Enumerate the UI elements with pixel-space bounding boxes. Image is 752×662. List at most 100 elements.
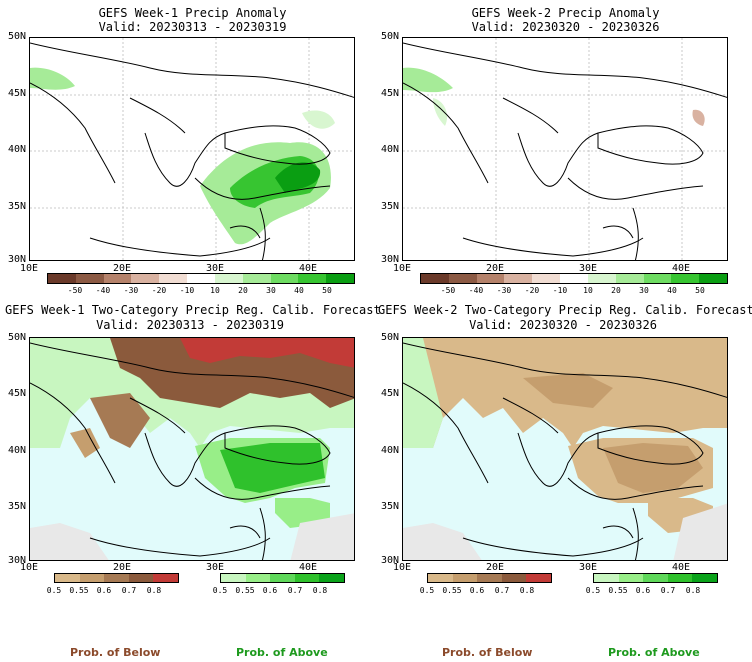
cbar-label: 0.8 <box>519 586 535 595</box>
cbar-swatch <box>587 274 616 283</box>
no-data-area <box>403 523 482 560</box>
cbar-label: 0.5 <box>46 586 62 595</box>
cbar-swatch <box>532 274 561 283</box>
no-data-area <box>290 513 354 560</box>
cbar-swatch <box>48 274 76 283</box>
lat-label-50n: 50N <box>380 31 399 42</box>
panel-title: GEFS Week-2 Precip Anomaly <box>471 6 660 20</box>
lat-label-50n: 50N <box>7 31 26 42</box>
cbar-label: 0.55 <box>69 586 89 595</box>
coastlines <box>403 42 727 260</box>
cbar-label: 20 <box>611 286 621 295</box>
cbar-swatch <box>298 274 327 283</box>
cbar-swatch <box>452 574 478 582</box>
panel-valid-dates: Valid: 20230320 - 20230326 <box>469 318 657 332</box>
cbar-swatch <box>79 574 105 582</box>
cbar-swatch <box>128 574 154 582</box>
cbar-swatch <box>159 274 188 283</box>
lat-label-50n: 50N <box>7 332 26 343</box>
cbar-swatch <box>501 574 527 582</box>
cbar-label: 0.7 <box>287 586 303 595</box>
cbar-swatch <box>594 574 619 582</box>
anomaly-area-west <box>403 67 453 93</box>
cbar-label: -30 <box>123 286 139 295</box>
cbar-swatch <box>270 274 299 283</box>
anomaly-area-west <box>30 67 75 90</box>
cbar-label: 50 <box>322 286 332 295</box>
cbar-swatch <box>671 274 700 283</box>
coastlines <box>30 42 354 260</box>
map-week2-anomaly <box>402 37 728 261</box>
cbar-swatch <box>221 574 246 582</box>
cbar-label: 10 <box>583 286 593 295</box>
lat-label-30n: 30N <box>380 254 399 265</box>
lat-label-40n: 40N <box>380 144 399 155</box>
cbar-label: 20 <box>238 286 248 295</box>
lon-label-20e: 20E <box>112 562 132 573</box>
map-canvas <box>30 338 354 560</box>
map-week2-probability <box>402 337 728 561</box>
lon-label-30e: 30E <box>578 263 598 274</box>
prob-below-colorbar <box>427 573 552 583</box>
anomaly-area-max <box>275 162 321 193</box>
cbar-label: -10 <box>179 286 195 295</box>
cbar-label: -30 <box>496 286 512 295</box>
lat-label-35n: 35N <box>7 201 26 212</box>
lat-label-35n: 35N <box>7 501 26 512</box>
lat-label-30n: 30N <box>380 555 399 566</box>
cbar-swatch <box>692 574 717 582</box>
cbar-label: -50 <box>67 286 83 295</box>
panel-valid-dates: Valid: 20230313 - 20230319 <box>98 20 287 34</box>
lon-label-30e: 30E <box>205 562 225 573</box>
anomaly-colorbar <box>47 273 355 284</box>
cbar-label: 0.5 <box>419 586 435 595</box>
cbar-swatch <box>326 274 354 283</box>
cbar-swatch <box>104 574 129 582</box>
no-data-area <box>673 503 727 560</box>
lon-label-40e: 40E <box>298 562 318 573</box>
cbar-label: -40 <box>95 286 111 295</box>
lon-label-10e: 10E <box>19 263 39 274</box>
no-data-area <box>30 523 109 560</box>
cbar-label: 0.55 <box>608 586 628 595</box>
lon-label-20e: 20E <box>112 263 132 274</box>
cbar-label: 0.5 <box>585 586 601 595</box>
cbar-label: -50 <box>440 286 456 295</box>
lat-label-30n: 30N <box>7 555 26 566</box>
cbar-label: 0.6 <box>635 586 651 595</box>
lon-label-20e: 20E <box>485 562 505 573</box>
prob-below-label: Prob. of Below <box>442 646 533 659</box>
cbar-swatch <box>560 274 588 283</box>
lon-label-10e: 10E <box>392 562 412 573</box>
cbar-swatch <box>448 274 477 283</box>
map-canvas <box>403 38 727 260</box>
cbar-label: 0.6 <box>469 586 485 595</box>
anomaly-area-caucasus <box>302 110 335 129</box>
lat-label-50n: 50N <box>380 332 399 343</box>
lon-label-10e: 10E <box>392 263 412 274</box>
cbar-swatch <box>242 274 271 283</box>
lat-label-40n: 40N <box>7 445 26 456</box>
cbar-label: 0.7 <box>494 586 510 595</box>
cbar-swatch <box>131 274 160 283</box>
lon-label-10e: 10E <box>19 562 39 573</box>
cbar-label: -20 <box>151 286 167 295</box>
cbar-swatch <box>526 574 551 582</box>
prob-below-label: Prob. of Below <box>70 646 161 659</box>
prob-above-label: Prob. of Above <box>236 646 328 659</box>
cbar-swatch <box>504 274 533 283</box>
map-canvas <box>403 338 727 560</box>
lat-label-40n: 40N <box>380 445 399 456</box>
cbar-label: 0.7 <box>121 586 137 595</box>
prob-below-area <box>523 373 613 408</box>
cbar-swatch <box>428 574 453 582</box>
anomaly-area-adriatic <box>433 98 448 126</box>
anomaly-colorbar <box>420 273 728 284</box>
lon-label-30e: 30E <box>578 562 598 573</box>
coastlines <box>30 342 354 560</box>
cbar-label: -40 <box>468 286 484 295</box>
cbar-label: 0.6 <box>262 586 278 595</box>
lat-label-30n: 30N <box>7 254 26 265</box>
lon-label-30e: 30E <box>205 263 225 274</box>
cbar-swatch <box>699 274 727 283</box>
